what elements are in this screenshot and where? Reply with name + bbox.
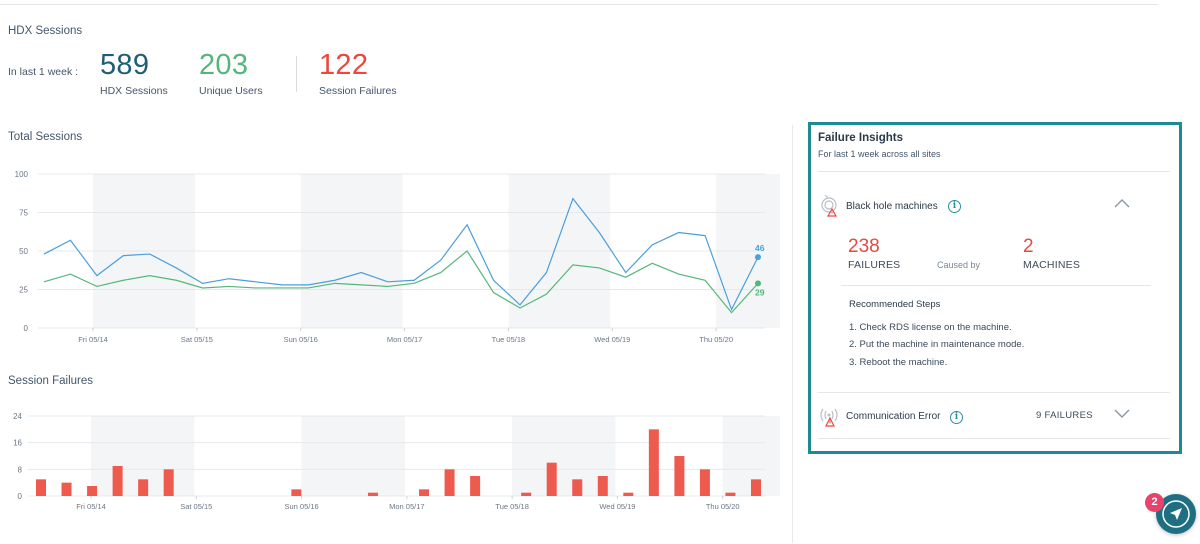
insights-title: Failure Insights: [818, 132, 903, 144]
failure-bar: [138, 479, 149, 496]
kpi-label: Unique Users: [199, 85, 263, 97]
failure-bar: [61, 482, 72, 496]
insights-subtitle: For last 1 week across all sites: [818, 149, 941, 159]
failure-bar: [87, 486, 98, 496]
series-end-label: 29: [755, 287, 765, 297]
top-divider: [0, 4, 1158, 5]
failure-bar: [291, 489, 302, 496]
hdx-sessions-title: HDX Sessions: [8, 25, 83, 37]
kpi-unique-users[interactable]: 203 Unique Users: [199, 48, 263, 97]
total-sessions-title: Total Sessions: [8, 131, 83, 143]
kpi-hdx-sessions[interactable]: 589 HDX Sessions: [100, 48, 168, 97]
failure-bar: [648, 429, 659, 496]
session-failures-chart[interactable]: 0 8 16 24 Fri 05/14 Sat 05/15 Sun 05/16 Mon 05/…: [0, 405, 780, 515]
divider: [818, 438, 1170, 439]
info-icon[interactable]: i: [948, 200, 961, 213]
failure-bar: [112, 466, 123, 496]
series-end-point: [755, 280, 761, 287]
failure-bar: [36, 479, 46, 496]
y-tick-label: 0: [18, 492, 23, 501]
failure-bar: [751, 479, 761, 496]
divider: [818, 392, 1170, 393]
session-failures-title: Session Failures: [8, 375, 94, 387]
failure-bar: [419, 489, 430, 496]
failure-bar: [470, 476, 481, 496]
black-hole-machines-label[interactable]: Black hole machines: [846, 201, 938, 212]
x-tick-label: Wed 05/19: [599, 502, 635, 511]
failure-bar: [546, 462, 557, 496]
y-tick-label: 50: [19, 247, 28, 256]
x-tick-label: Tue 05/18: [492, 335, 526, 344]
navigation-arrow-icon: [1162, 500, 1190, 528]
chevron-down-icon[interactable]: [1114, 409, 1130, 419]
y-tick-label: 24: [13, 412, 22, 421]
x-tick-label: Sun 05/16: [284, 335, 318, 344]
failure-bar: [444, 469, 455, 496]
failures-count: 238: [848, 236, 880, 257]
kpi-value: 589: [100, 49, 150, 81]
x-tick-label: Thu 05/20: [699, 335, 733, 344]
y-tick-label: 16: [13, 439, 22, 448]
x-tick-label: Wed 05/19: [594, 335, 630, 344]
x-tick-label: Mon 05/17: [387, 335, 422, 344]
x-tick-label: Mon 05/17: [389, 502, 424, 511]
series-end-point: [755, 254, 761, 261]
machines-count: 2: [1023, 236, 1034, 257]
x-tick-label: Sun 05/16: [284, 502, 318, 511]
period-label: In last 1 week :: [8, 66, 79, 78]
series-end-label: 46: [755, 243, 765, 253]
failures-caption: FAILURES: [848, 259, 901, 271]
failure-bar: [597, 476, 608, 496]
info-icon[interactable]: i: [950, 411, 963, 424]
step-item: 1. Check RDS license on the machine.: [849, 322, 1012, 333]
total-sessions-chart[interactable]: 0 25 50 75 100 Fri 05/14 Sat 05/15 Sun 05/16 Mon…: [0, 160, 780, 350]
chevron-up-icon[interactable]: [1114, 198, 1130, 208]
step-item: 2. Put the machine in maintenance mode.: [849, 339, 1025, 350]
step-item: 3. Reboot the machine.: [849, 357, 948, 368]
series-line: [43, 250, 759, 314]
machines-caption: MACHINES: [1023, 259, 1081, 271]
failure-bar: [521, 492, 532, 496]
x-tick-label: Thu 05/20: [706, 502, 740, 511]
failure-bar: [725, 492, 736, 496]
black-hole-machine-icon: [821, 195, 838, 217]
panel-divider: [792, 125, 793, 543]
y-tick-label: 75: [19, 209, 28, 218]
kpi-label: Session Failures: [319, 85, 397, 97]
failure-bar: [674, 456, 685, 496]
x-tick-label: Sat 05/15: [181, 335, 213, 344]
series-line: [43, 197, 759, 312]
kpi-session-failures[interactable]: 122 Session Failures: [319, 48, 397, 97]
failure-insights-panel: Failure Insights For last 1 week across …: [808, 122, 1182, 454]
failure-bar: [163, 469, 174, 496]
kpi-separator: [296, 56, 297, 92]
notification-badge[interactable]: 2: [1145, 493, 1164, 512]
failure-bar: [623, 492, 634, 496]
x-tick-label: Fri 05/14: [78, 335, 108, 344]
communication-error-failures: 9 FAILURES: [1036, 410, 1093, 421]
x-tick-label: Fri 05/14: [76, 502, 106, 511]
y-tick-label: 0: [24, 324, 29, 333]
failure-bar: [699, 469, 710, 496]
communication-error-icon: [820, 408, 838, 427]
y-tick-label: 8: [18, 465, 23, 474]
x-tick-label: Tue 05/18: [495, 502, 529, 511]
divider: [818, 171, 1170, 172]
communication-error-label[interactable]: Communication Error: [846, 411, 941, 422]
divider: [841, 285, 1151, 286]
caused-by-label: Caused by: [937, 260, 981, 270]
day-band: [301, 416, 405, 496]
failure-bar: [572, 479, 583, 496]
x-tick-label: Sat 05/15: [180, 502, 212, 511]
recommended-steps-title: Recommended Steps: [849, 299, 941, 310]
y-tick-label: 25: [19, 286, 28, 295]
kpi-label: HDX Sessions: [100, 85, 168, 97]
kpi-value: 203: [199, 49, 249, 81]
y-tick-label: 100: [15, 170, 29, 179]
failure-bar: [367, 492, 378, 496]
kpi-value: 122: [319, 49, 369, 81]
